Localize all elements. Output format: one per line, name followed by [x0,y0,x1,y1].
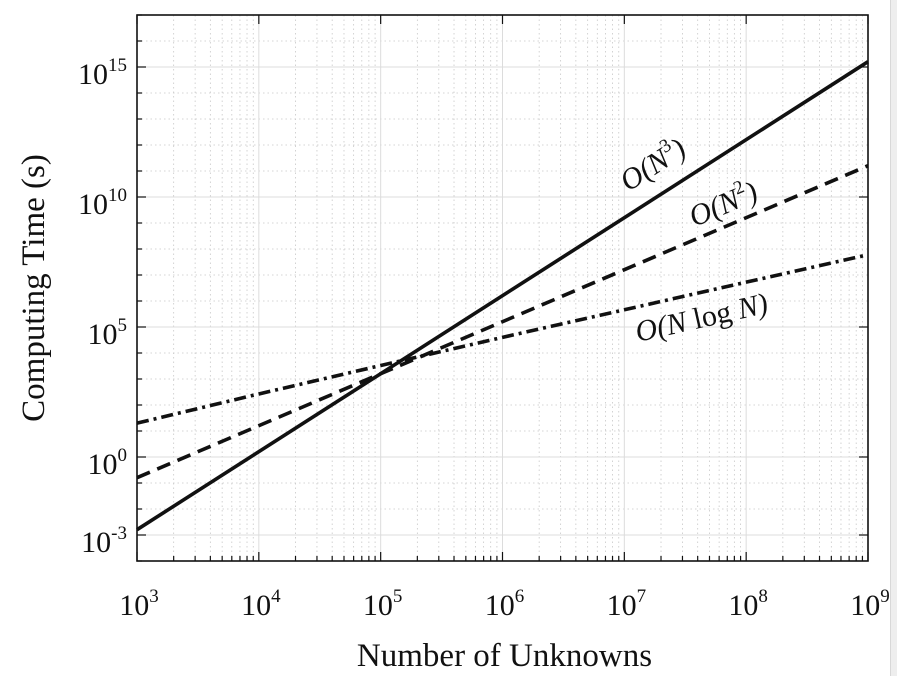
series-line-2 [136,253,869,425]
y-tick-labels: 10-3 100 105 1010 1015 [78,55,127,559]
series-line-0 [136,60,869,532]
tick-marks [136,14,869,562]
y-axis-label: Computing Time (s) [16,154,52,422]
x-tick-label: 107 [607,586,647,622]
series-label-1: O(N2) [683,173,763,234]
x-tick-label: 104 [241,586,281,622]
y-tick-label: 10-3 [81,523,127,559]
x-tick-label: 108 [728,586,768,622]
y-tick-label: 105 [88,315,128,351]
x-tick-labels: 103 104 105 106 107 108 109 [119,586,890,622]
series-line-1 [136,164,869,480]
y-tick-label: 1015 [78,55,127,91]
x-axis-label: Number of Unknowns [357,638,652,674]
x-tick-label: 105 [363,586,403,622]
y-tick-label: 1010 [78,185,127,221]
series-label-2: O(N log N) [632,287,771,349]
x-tick-label: 106 [485,586,525,622]
x-tick-label: 109 [850,586,890,622]
y-tick-label: 100 [88,445,128,481]
window-edge-strip [890,0,897,676]
x-tick-label: 103 [119,586,159,622]
series-lines [136,60,869,532]
